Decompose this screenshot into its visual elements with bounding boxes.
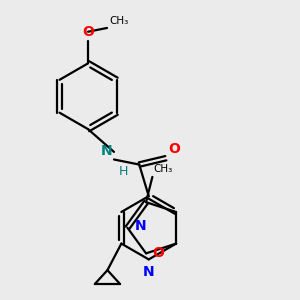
Text: O: O: [168, 142, 180, 156]
Text: O: O: [152, 246, 164, 260]
Text: N: N: [134, 219, 146, 233]
Text: H: H: [119, 164, 128, 178]
Text: CH₃: CH₃: [109, 16, 128, 26]
Text: N: N: [143, 265, 154, 279]
Text: O: O: [82, 25, 94, 39]
Text: N: N: [100, 144, 112, 158]
Text: CH₃: CH₃: [154, 164, 173, 174]
